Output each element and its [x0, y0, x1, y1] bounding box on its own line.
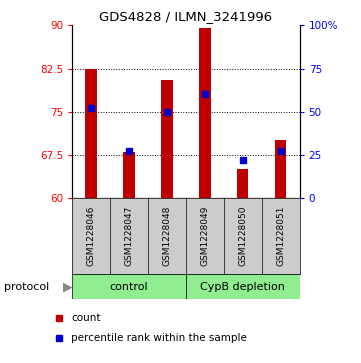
Title: GDS4828 / ILMN_3241996: GDS4828 / ILMN_3241996 [99, 10, 273, 23]
Bar [161, 80, 173, 198]
Text: percentile rank within the sample: percentile rank within the sample [71, 333, 247, 343]
Text: GSM1228047: GSM1228047 [125, 206, 134, 266]
Text: GSM1228051: GSM1228051 [276, 206, 285, 266]
Bar [86, 69, 97, 198]
Text: GSM1228049: GSM1228049 [200, 206, 209, 266]
Bar [72, 274, 186, 299]
Bar [275, 140, 286, 198]
Text: CypB depletion: CypB depletion [200, 282, 285, 292]
Text: control: control [110, 282, 148, 292]
Text: GSM1228046: GSM1228046 [87, 206, 96, 266]
Bar [186, 274, 300, 299]
Bar [237, 169, 248, 198]
Text: GSM1228048: GSM1228048 [162, 206, 171, 266]
Bar [199, 28, 210, 198]
Text: protocol: protocol [4, 282, 49, 292]
Text: GSM1228050: GSM1228050 [238, 206, 247, 266]
Bar [123, 152, 135, 198]
Text: count: count [71, 313, 101, 323]
Text: ▶: ▶ [63, 280, 73, 293]
